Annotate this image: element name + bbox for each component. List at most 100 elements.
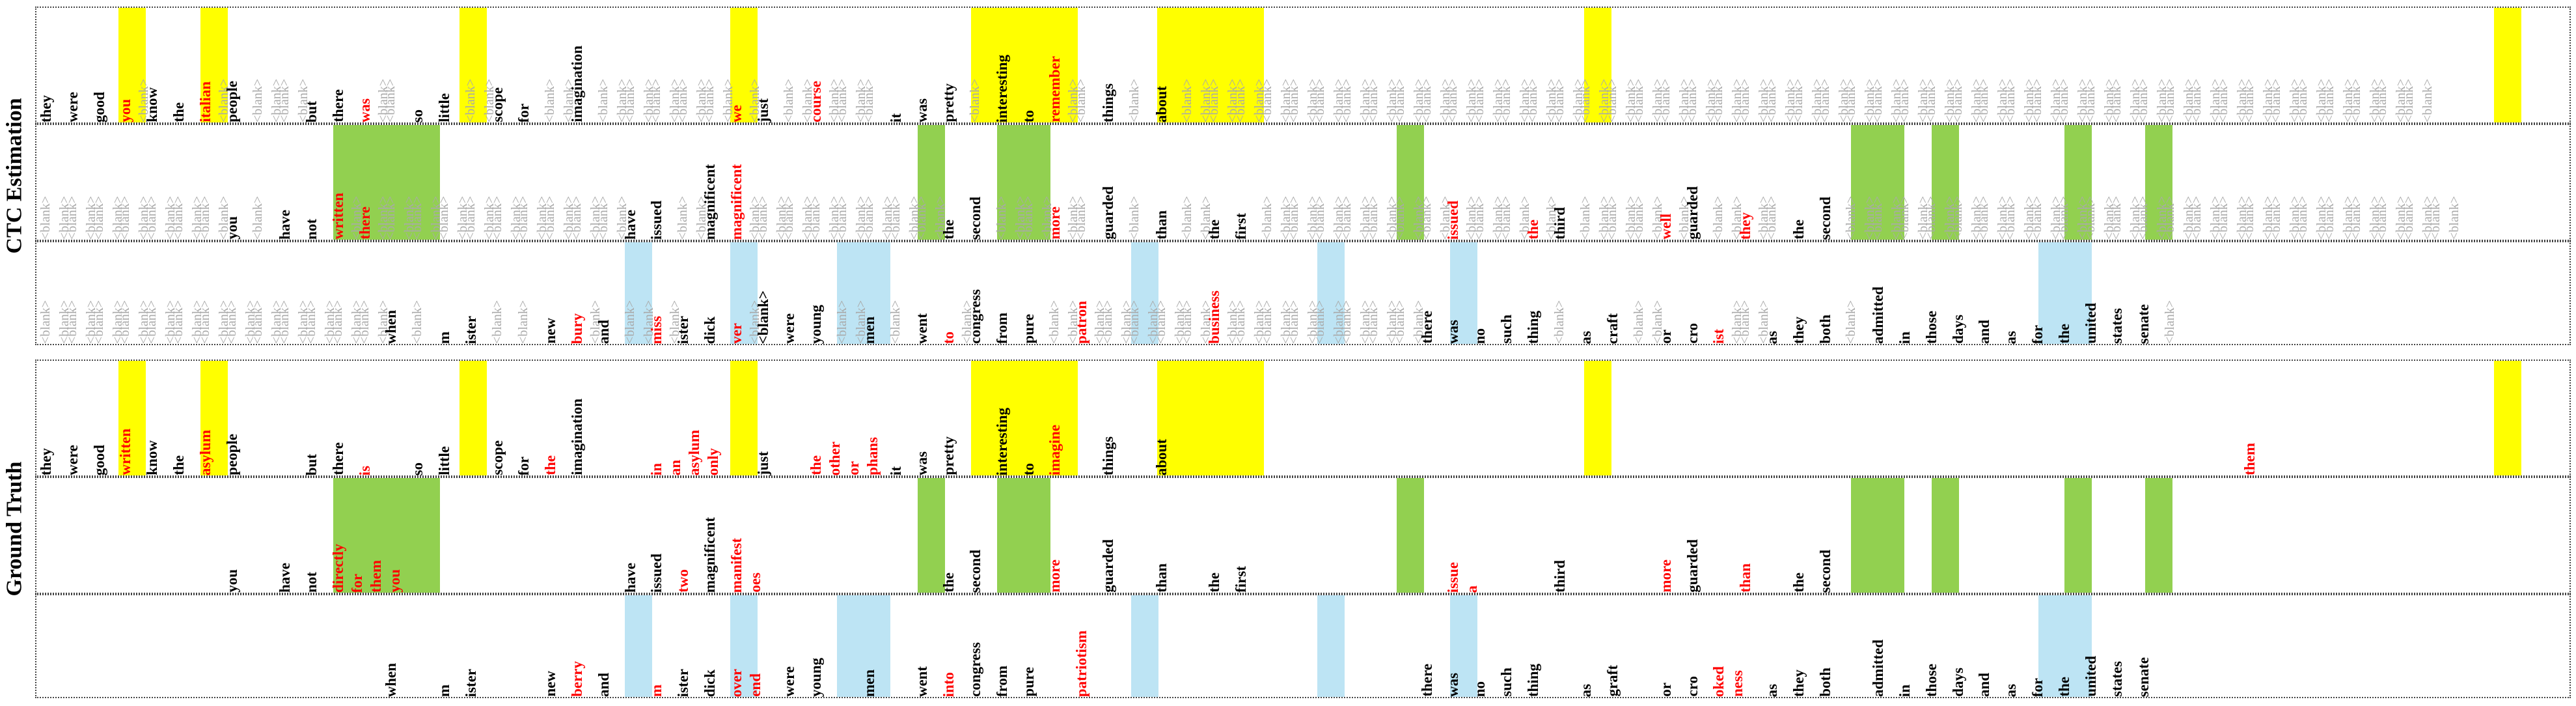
token: and xyxy=(1976,672,1993,697)
token-column: <blank> <blank> xyxy=(1311,125,1346,240)
token-column: <blank> <blank> xyxy=(1125,242,1160,344)
token-column: <blank> <blank> xyxy=(1656,8,1692,122)
token: third xyxy=(1551,560,1568,593)
token: they xyxy=(38,94,54,122)
token-column: <blank> <blank> xyxy=(2294,8,2329,122)
token-column: <blank> <blank> xyxy=(1869,8,1904,122)
error-token: the xyxy=(1524,219,1541,240)
token: new xyxy=(542,671,559,697)
token-column: no xyxy=(1470,242,1498,344)
token: second xyxy=(967,196,983,240)
token-column: <blank> <blank> xyxy=(1922,125,1957,240)
highlight-blue xyxy=(730,242,758,344)
token: than xyxy=(1153,563,1170,593)
token-column: <blank> <blank> xyxy=(2240,125,2275,240)
token: was xyxy=(1445,672,1462,697)
token-column: men xyxy=(860,242,887,344)
token-column: <blank> <blank> xyxy=(780,125,815,240)
token-column: things xyxy=(1099,361,1126,475)
blank-token: <blank> xyxy=(1950,79,1965,122)
token: both xyxy=(1816,315,1833,344)
token-column: <blank> <blank> xyxy=(1418,8,1453,122)
token: those xyxy=(1923,663,1939,697)
token-column: <blank> <blank> xyxy=(36,125,72,240)
token: was xyxy=(914,98,931,122)
token: they xyxy=(1790,316,1807,344)
token-column: <blank> xyxy=(1550,242,1578,344)
error-token: patron xyxy=(1073,300,1090,344)
blank-token: <blank> xyxy=(251,79,266,122)
token-column: but xyxy=(302,361,329,475)
token-column: <blank> <blank> xyxy=(143,125,178,240)
token-column: magnificent xyxy=(700,478,728,593)
token-column: <blank> <blank> xyxy=(36,242,72,344)
token-column: <blank> <blank> xyxy=(860,125,895,240)
blank-token: <blank> xyxy=(2215,196,2230,240)
blank-token: <blank> xyxy=(2189,79,2204,122)
token-column: <blank> <blank> xyxy=(1470,125,1505,240)
token-column: than xyxy=(1152,478,1179,593)
blank-token: <blank> xyxy=(38,300,53,344)
ctc-estimation-label: CTC Estimation xyxy=(0,7,29,345)
token-column: it xyxy=(886,8,914,122)
token: they xyxy=(1790,669,1807,697)
token-column: scope xyxy=(488,361,515,475)
token-column: <blank> <blank> xyxy=(700,8,735,122)
token-column: both xyxy=(1816,595,1843,697)
token-column: <blank> <blank> xyxy=(90,125,125,240)
highlight-yellow xyxy=(971,361,1078,475)
token: the xyxy=(1206,572,1223,593)
token-column: <blank> <blank> xyxy=(1550,8,1585,122)
token: ister xyxy=(462,668,479,697)
token: states xyxy=(2109,661,2126,697)
highlight-yellow xyxy=(730,8,758,122)
token: imagination xyxy=(569,46,585,122)
token-column: m xyxy=(435,242,462,344)
token-column: when xyxy=(381,242,409,344)
token: were xyxy=(781,313,798,344)
token-column: <blank> <blank> xyxy=(1099,242,1134,344)
token-column: <blank> xyxy=(886,242,914,344)
error-token: written xyxy=(329,193,346,240)
token-column: <blank> <blank> xyxy=(1975,125,2010,240)
blank-token: <blank> xyxy=(1074,196,1089,240)
token-column: and xyxy=(1975,595,2002,697)
blank-token: <blank> xyxy=(1366,196,1380,240)
token: there xyxy=(1418,311,1435,344)
token: first xyxy=(1233,566,1249,593)
token: scope xyxy=(489,440,506,475)
token-column: they xyxy=(36,361,64,475)
blank-token: <blank> xyxy=(1605,196,1620,240)
blank-token: <blank> xyxy=(2242,196,2257,240)
token-column: <blank> <blank> xyxy=(541,125,576,240)
token: there xyxy=(1418,664,1435,697)
token-column: <blank> <blank> xyxy=(1205,8,1240,122)
error-token: miss xyxy=(648,315,665,344)
token-column: in xyxy=(1895,595,1923,697)
token-column: patriotism xyxy=(1072,595,1099,697)
token-column: new xyxy=(541,595,568,697)
token-column: admitted xyxy=(1869,595,1896,697)
highlight-blue xyxy=(730,595,758,697)
token-column: when xyxy=(381,595,409,697)
token-column: admitted xyxy=(1869,242,1896,344)
token-column: <blank> <blank> xyxy=(1524,8,1559,122)
token-column: young xyxy=(806,595,834,697)
error-token: bury xyxy=(569,313,585,344)
error-token: them xyxy=(2241,443,2258,475)
error-token: m xyxy=(648,684,665,697)
blank-token: <blank> xyxy=(2030,79,2044,122)
blank-token: <blank> xyxy=(2030,196,2044,240)
token-column: <blank> <blank> xyxy=(2028,125,2063,240)
token: interesting xyxy=(993,407,1010,475)
blank-token: <blank> xyxy=(171,196,185,240)
token: people xyxy=(223,434,240,475)
token: first xyxy=(1233,213,1249,240)
token-column: <blank> <blank> xyxy=(1258,125,1293,240)
highlight-yellow xyxy=(1157,8,1264,122)
token: the xyxy=(2055,677,2072,697)
token-column: issued xyxy=(647,478,674,593)
token: the xyxy=(1790,219,1807,240)
token: young xyxy=(808,304,825,344)
highlight-yellow xyxy=(200,361,228,475)
